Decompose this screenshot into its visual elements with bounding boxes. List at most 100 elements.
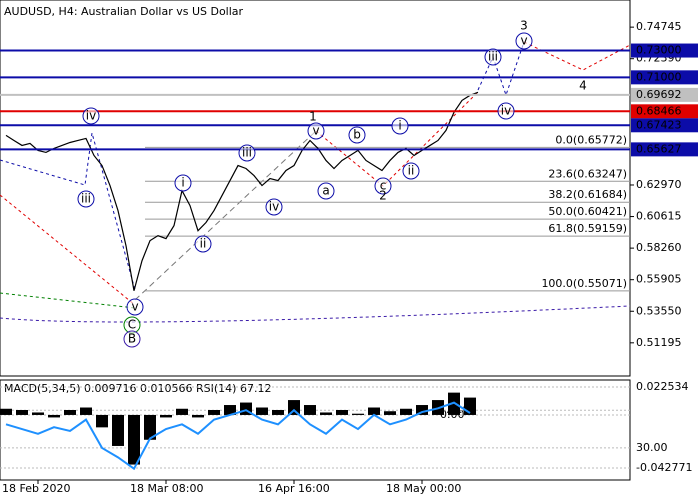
x-tick-label: 18 May 00:00 (386, 482, 461, 495)
x-tick-label: 18 Mar 08:00 (130, 482, 203, 495)
wave-circle (307, 122, 325, 140)
wave-circle (374, 177, 392, 195)
wave-label: iii (488, 50, 498, 64)
macd-bar (320, 412, 332, 415)
macd-bar (32, 412, 44, 415)
level-tag (631, 118, 698, 133)
fib-label: 50.0(0.60421) (548, 205, 627, 218)
y-tick-label: 0.58260 (636, 241, 682, 254)
wave-line (0, 292, 136, 309)
wave-label: a (322, 184, 329, 198)
wave-label: iii (242, 146, 252, 160)
level-tag (631, 104, 698, 119)
rsi-line (5, 401, 471, 471)
level-label: 0.69692 (636, 88, 682, 101)
wave-circle (402, 162, 420, 180)
channel-line (134, 130, 317, 301)
macd-bar (304, 405, 316, 415)
wave-circle (391, 117, 409, 135)
wave-label: v (312, 124, 319, 138)
macd-bar (0, 408, 12, 415)
wave-circle (317, 182, 335, 200)
wave-label: C (128, 318, 136, 332)
wave-line (0, 194, 136, 306)
macd-bar (16, 409, 28, 415)
wave-circle (497, 102, 515, 120)
main-frame (0, 0, 631, 377)
forecast-line (523, 41, 631, 71)
level-tag (631, 87, 698, 102)
level-label: 0.67423 (636, 118, 682, 131)
macd-bar (384, 411, 396, 415)
wave-line (315, 91, 479, 187)
wave-label: v (520, 34, 527, 48)
wave-label: 4 (579, 79, 587, 93)
wave-label: b (353, 128, 361, 142)
wave-label: iii (81, 192, 91, 206)
wave-circle (126, 298, 144, 316)
wave-label: iv (501, 104, 511, 118)
x-tick-label: 16 Apr 16:00 (258, 482, 330, 495)
y-tick-label: -0.042771 (636, 461, 692, 474)
macd-bar (256, 407, 268, 415)
macd-bar (128, 414, 140, 465)
y-tick-label: 0.74745 (636, 20, 682, 33)
wave-circle (123, 330, 141, 348)
y-tick-label: 0.55905 (636, 273, 682, 286)
macd-bar (416, 405, 428, 415)
level-label: 0.71000 (636, 70, 682, 83)
y-tick-label: 0.60615 (636, 210, 682, 223)
wave-label: c (380, 179, 387, 193)
wave-label: v (131, 300, 138, 314)
wave-circle (194, 235, 212, 253)
wave-circle (484, 48, 502, 66)
wave-label: i (181, 176, 184, 190)
macd-bar (336, 409, 348, 415)
wave-label: B (128, 332, 136, 346)
y2-tick-label: 30.00 (636, 441, 668, 454)
macd-bar (400, 408, 412, 415)
macd-bar (176, 408, 188, 415)
macd-bar (96, 414, 108, 428)
macd-bar (64, 409, 76, 415)
macd-bar (112, 414, 124, 446)
wave-label: ii (408, 164, 415, 178)
wave-circle (348, 126, 366, 144)
macd-bar (368, 407, 380, 415)
price-line (5, 91, 479, 291)
fib-label: 61.8(0.59159) (548, 222, 627, 235)
wave-label: iv (269, 200, 279, 214)
wave-circle (82, 107, 100, 125)
fib-label: 38.2(0.61684) (548, 188, 627, 201)
wave-label: 3 (520, 19, 528, 33)
chart-title: AUDUSD, H4: Australian Dollar vs US Doll… (4, 5, 244, 18)
fib-label: 0.0(0.65772) (555, 133, 627, 146)
macd-bar (272, 409, 284, 415)
forecast-line (477, 41, 525, 97)
macd-bar (288, 400, 300, 415)
wave-circle (174, 174, 192, 192)
wave-line (0, 132, 136, 291)
x-tick-label: 18 Feb 2020 (2, 482, 70, 495)
wave-label: 2 (379, 189, 387, 203)
macd-bar (160, 414, 172, 418)
wave-label: 1 (309, 110, 317, 124)
macd-bar (208, 409, 220, 415)
level-tag (631, 142, 698, 157)
wave-line (0, 305, 631, 323)
fib-label: 23.6(0.63247) (548, 167, 627, 180)
level-tag (631, 70, 698, 85)
macd-bar (352, 413, 364, 415)
wave-label: ii (200, 237, 207, 251)
fib-label: 100.0(0.55071) (541, 277, 627, 290)
wave-label: i (398, 119, 401, 133)
y-tick-label: 0.51195 (636, 336, 682, 349)
wave-label: iv (86, 109, 96, 123)
macd-bar (48, 414, 60, 418)
wave-circle (515, 32, 533, 50)
level-label: 0.73000 (636, 44, 682, 57)
wave-circle (77, 190, 95, 208)
y-tick-label: 0.53550 (636, 304, 682, 317)
level-label: 0.65627 (636, 142, 682, 155)
